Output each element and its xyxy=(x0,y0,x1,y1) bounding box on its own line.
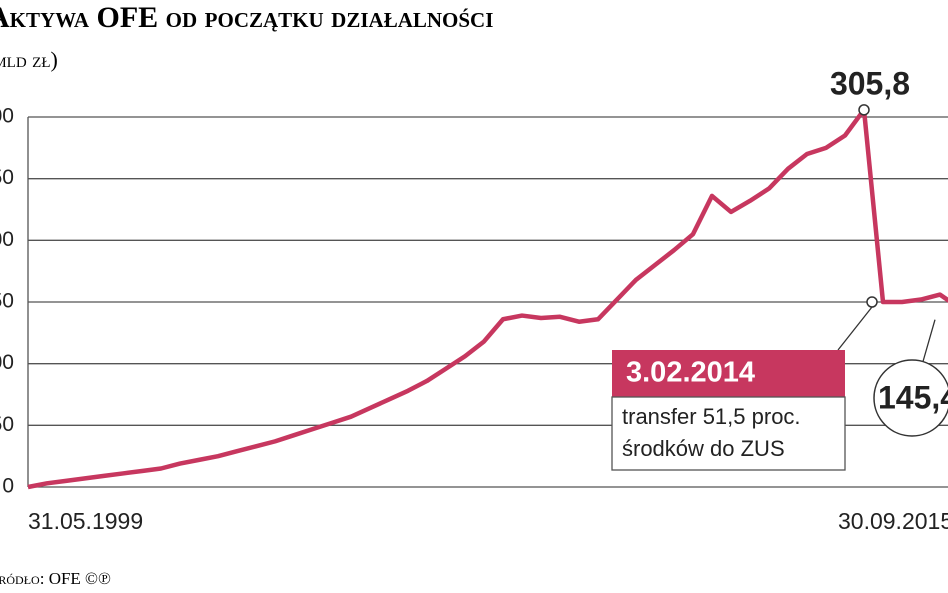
end-bubble xyxy=(873,359,948,437)
annotation-date: 3.02.2014 xyxy=(626,357,755,389)
annotation-header xyxy=(612,350,845,397)
y-tick-label: 250 xyxy=(0,166,14,189)
end-label: 145,4 xyxy=(878,379,948,415)
source: Źródło: OFE ©℗ xyxy=(0,569,111,588)
x-tick-label: 31.05.1999 xyxy=(28,508,143,534)
data-line xyxy=(27,107,948,490)
y-tick-label: 100 xyxy=(0,351,14,374)
leader-line xyxy=(921,319,936,366)
y-tick-label: 50 xyxy=(0,413,14,436)
y-tick-label: 300 xyxy=(0,105,14,128)
drop-marker xyxy=(866,296,878,308)
peak-label: 305,8 xyxy=(830,65,910,101)
leader-line xyxy=(837,306,873,351)
y-tick-label: 150 xyxy=(0,290,14,313)
peak-marker xyxy=(858,104,870,116)
chart-subtitle: (mld zł) xyxy=(0,47,58,72)
annotation-text: środków do ZUS xyxy=(622,436,785,461)
chart-title: Aktywa OFE od początku działalności xyxy=(0,1,493,34)
y-tick-label: 200 xyxy=(0,228,14,251)
x-tick-label: 30.09.2015 xyxy=(838,508,948,534)
annotation-text: transfer 51,5 proc. xyxy=(622,404,801,429)
annotation-body xyxy=(611,396,846,471)
y-tick-label: 0 xyxy=(2,475,14,498)
